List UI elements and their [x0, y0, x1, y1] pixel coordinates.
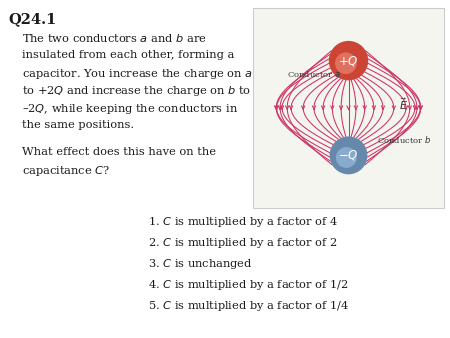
- Text: 3. $C$ is unchanged: 3. $C$ is unchanged: [148, 257, 252, 271]
- Text: Conductor $b$: Conductor $b$: [377, 134, 431, 145]
- Text: What effect does this have on the: What effect does this have on the: [22, 147, 216, 157]
- Text: 1. $C$ is multiplied by a factor of 4: 1. $C$ is multiplied by a factor of 4: [148, 215, 338, 229]
- Text: Q24.1: Q24.1: [8, 12, 56, 26]
- Text: capacitance $C$?: capacitance $C$?: [22, 165, 110, 178]
- Circle shape: [329, 137, 368, 174]
- Circle shape: [335, 52, 357, 74]
- FancyBboxPatch shape: [253, 8, 444, 208]
- Text: Conductor $a$: Conductor $a$: [287, 69, 341, 79]
- Text: $\vec{E}$: $\vec{E}$: [399, 96, 408, 112]
- Text: The two conductors $a$ and $b$ are: The two conductors $a$ and $b$ are: [22, 32, 207, 44]
- Text: 2. $C$ is multiplied by a factor of 2: 2. $C$ is multiplied by a factor of 2: [148, 236, 338, 250]
- Text: 4. $C$ is multiplied by a factor of 1/2: 4. $C$ is multiplied by a factor of 1/2: [148, 278, 349, 292]
- Text: to +2$Q$ and increase the charge on $b$ to: to +2$Q$ and increase the charge on $b$ …: [22, 84, 251, 98]
- Text: $-Q$: $-Q$: [338, 148, 359, 162]
- Text: 5. $C$ is multiplied by a factor of 1/4: 5. $C$ is multiplied by a factor of 1/4: [148, 299, 349, 313]
- Circle shape: [336, 147, 357, 168]
- Text: $+Q$: $+Q$: [338, 54, 359, 68]
- Circle shape: [329, 41, 368, 80]
- Text: the same positions.: the same positions.: [22, 120, 134, 129]
- Text: insulated from each other, forming a: insulated from each other, forming a: [22, 49, 234, 59]
- Text: capacitor. You increase the charge on $a$: capacitor. You increase the charge on $a…: [22, 67, 253, 81]
- Text: –2$Q$, while keeping the conductors in: –2$Q$, while keeping the conductors in: [22, 102, 238, 116]
